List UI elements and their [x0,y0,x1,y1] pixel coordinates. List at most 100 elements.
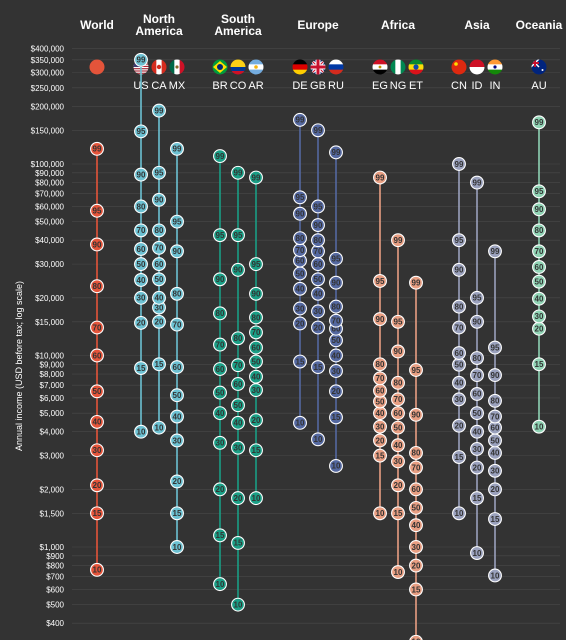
y-tick-label: $100,000 [31,160,65,169]
percentile-label: 80 [332,302,341,311]
percentile-label: 70 [173,320,182,329]
percentile-label: 20 [155,318,164,327]
percentile-point [90,414,104,429]
percentile-point [409,558,423,573]
percentile-label: 70 [155,244,164,253]
percentile-point [391,314,405,329]
flag-co-icon [230,59,246,75]
percentile-label: 15 [252,446,261,455]
percentile-point [152,420,166,435]
percentile-label: 30 [473,445,482,454]
percentile-label: 90 [216,275,225,284]
y-tick-label: $400,000 [31,45,65,54]
percentile-label: 50 [473,409,482,418]
percentile-point [452,346,466,360]
percentile-label: 70 [535,247,544,256]
percentile-label: 80 [473,354,482,363]
percentile-point [134,242,148,256]
percentile-point [409,275,423,290]
y-tick-label: $80,000 [35,179,64,188]
series-ng: 10 15 20 30 40 50 60 70 80 90 95 99 [391,233,405,579]
percentile-point [409,500,423,515]
percentile-point [373,506,387,521]
percentile-label: 30 [455,395,464,404]
series-cn: 10 15 20 30 40 50 60 70 80 90 95 99 [452,157,466,521]
percentile-label: 90 [137,170,146,179]
percentile-point [470,314,484,329]
percentile-point [293,354,307,369]
percentile-point [293,316,307,331]
percentile-label: 30 [394,457,403,466]
percentile-label: 60 [93,351,102,360]
y-tick-label: $8,000 [40,370,65,379]
percentile-point [90,237,104,252]
percentile-label: 20 [412,561,421,570]
y-tick-label: $50,000 [35,218,64,227]
percentile-label: 15 [155,360,164,369]
percentile-point [249,443,263,458]
percentile-label: 40 [332,351,341,360]
percentile-point [470,290,484,305]
percentile-label: 20 [473,463,482,472]
percentile-label: 99 [412,278,421,287]
percentile-label: 70 [376,374,385,383]
percentile-point [391,454,405,469]
percentile-point [452,299,466,314]
y-tick-label: $15,000 [35,318,64,327]
percentile-label: 30 [155,303,164,312]
percentile-label: 40 [412,521,421,530]
percentile-label: 10 [455,509,464,518]
country-code-gb: GB [310,80,326,92]
flag-ca-icon [151,59,167,75]
percentile-label: 10 [314,435,323,444]
y-tick-label: $700 [46,573,64,582]
percentile-point [231,165,245,180]
percentile-point [231,398,245,413]
percentile-label: 90 [234,266,243,275]
series-ar: 10 15 20 30 40 50 60 70 80 90 95 99 [249,170,263,506]
percentile-point [373,448,387,463]
percentile-label: 30 [296,304,305,313]
percentile-point [452,450,466,464]
percentile-label: 15 [216,531,225,540]
percentile-point [170,214,184,229]
percentile-point [532,223,546,238]
percentile-point [311,123,325,138]
percentile-label: 10 [155,423,164,432]
percentile-point [134,273,148,287]
percentile-label: 90 [252,290,261,299]
percentile-point [170,474,184,489]
percentile-point [134,361,148,375]
percentile-point [391,478,405,493]
percentile-label: 70 [314,247,323,256]
percentile-point [373,419,387,434]
percentile-point [231,415,245,430]
percentile-point [213,406,227,421]
percentile-label: 50 [314,275,323,284]
percentile-label: 99 [93,145,102,154]
percentile-point [213,337,227,352]
percentile-point [311,320,325,335]
percentile-point [152,223,166,238]
percentile-point [452,392,466,407]
percentile-label: 95 [332,255,341,264]
percentile-point [470,351,484,365]
percentile-point [452,375,466,390]
percentile-label: 20 [216,485,225,494]
percentile-point [249,257,263,272]
percentile-label: 99 [376,173,385,182]
region-headers: WorldNorthAmericaUSCAMXSouthAmericaBRCOA… [80,12,563,92]
percentile-point [170,540,184,554]
percentile-point [311,286,325,301]
percentile-label: 40 [455,379,464,388]
percentile-point [170,141,184,156]
percentile-point [409,445,423,460]
percentile-point [532,274,546,289]
region-header: Oceania [516,18,563,32]
percentile-point [409,634,423,640]
region-header: Africa [381,18,415,32]
percentile-label: 40 [173,412,182,421]
percentile-label: 40 [394,441,403,450]
percentile-label: 95 [93,207,102,216]
